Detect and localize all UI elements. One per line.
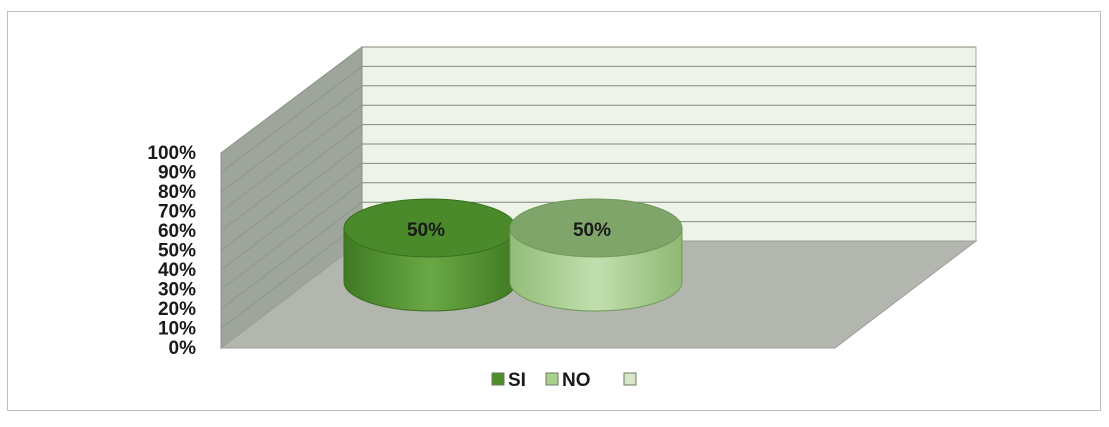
gridline-side — [220, 221, 363, 329]
gridline-side — [220, 46, 363, 154]
chart-frame: 0% 10% 20% 30% 40% 50% 60% 70% 80% 90% 100% 50% 50%… — [7, 11, 1101, 411]
y-tick-label: 80% — [158, 182, 196, 203]
y-tick-label: 30% — [158, 280, 196, 301]
y-tick-label: 90% — [158, 163, 196, 184]
gridline-side — [220, 143, 363, 251]
gridline-side — [220, 163, 363, 271]
y-tick-label: 0% — [169, 338, 197, 359]
chart-area: 0%10%20%30%40%50%60%70%80%90%100% 50% 50%… — [147, 45, 978, 391]
gridline-side — [220, 85, 363, 193]
gridline-side — [220, 66, 363, 173]
legend-swatch — [491, 372, 505, 386]
data-label: 50% — [573, 220, 611, 241]
gridline-side — [220, 182, 363, 290]
data-label: 50% — [407, 220, 445, 241]
gridline-side — [220, 124, 363, 232]
legend-swatch — [623, 372, 637, 386]
y-tick-label: 70% — [158, 202, 196, 223]
legend-label: NO — [562, 370, 591, 391]
legend-label: SI — [508, 370, 526, 391]
y-tick-label: 10% — [158, 319, 196, 340]
y-tick-label: 100% — [147, 143, 196, 164]
legend-swatch — [545, 372, 559, 386]
y-tick-label: 50% — [158, 241, 196, 262]
y-tick-label: 40% — [158, 260, 196, 281]
gridline-side — [220, 201, 363, 310]
y-tick-label: 60% — [158, 221, 196, 242]
gridline-side — [220, 104, 363, 212]
bar-top-no — [509, 198, 683, 258]
y-tick-label: 20% — [158, 299, 196, 320]
